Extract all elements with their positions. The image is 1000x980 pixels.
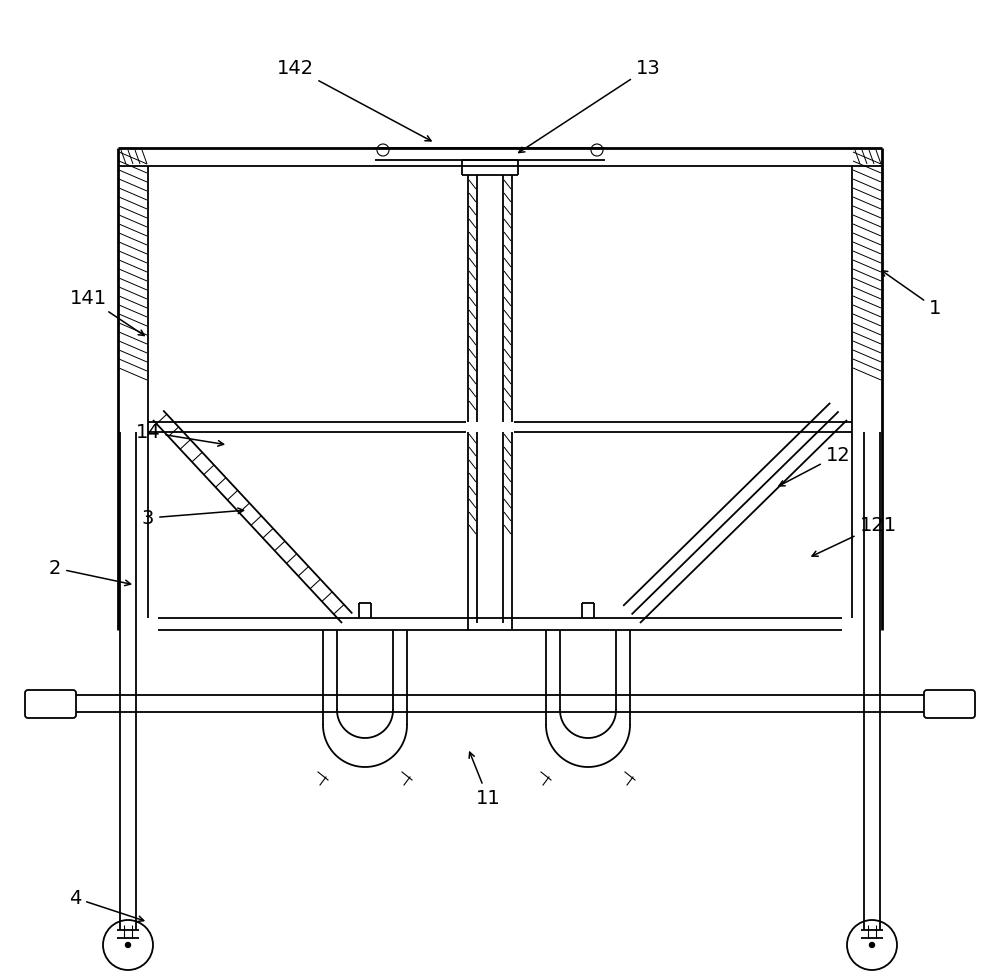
FancyBboxPatch shape xyxy=(924,690,975,718)
Text: 121: 121 xyxy=(812,515,897,557)
FancyBboxPatch shape xyxy=(25,690,76,718)
Circle shape xyxy=(126,943,130,948)
Text: 2: 2 xyxy=(49,559,131,586)
Circle shape xyxy=(870,943,874,948)
Text: 14: 14 xyxy=(136,422,224,446)
Text: 142: 142 xyxy=(276,59,431,141)
Text: 141: 141 xyxy=(69,288,144,335)
Text: 11: 11 xyxy=(469,753,500,808)
Text: 1: 1 xyxy=(882,270,941,318)
Text: 3: 3 xyxy=(142,508,244,527)
Text: 4: 4 xyxy=(69,889,144,921)
Text: 13: 13 xyxy=(519,59,660,153)
Text: 12: 12 xyxy=(779,446,850,486)
